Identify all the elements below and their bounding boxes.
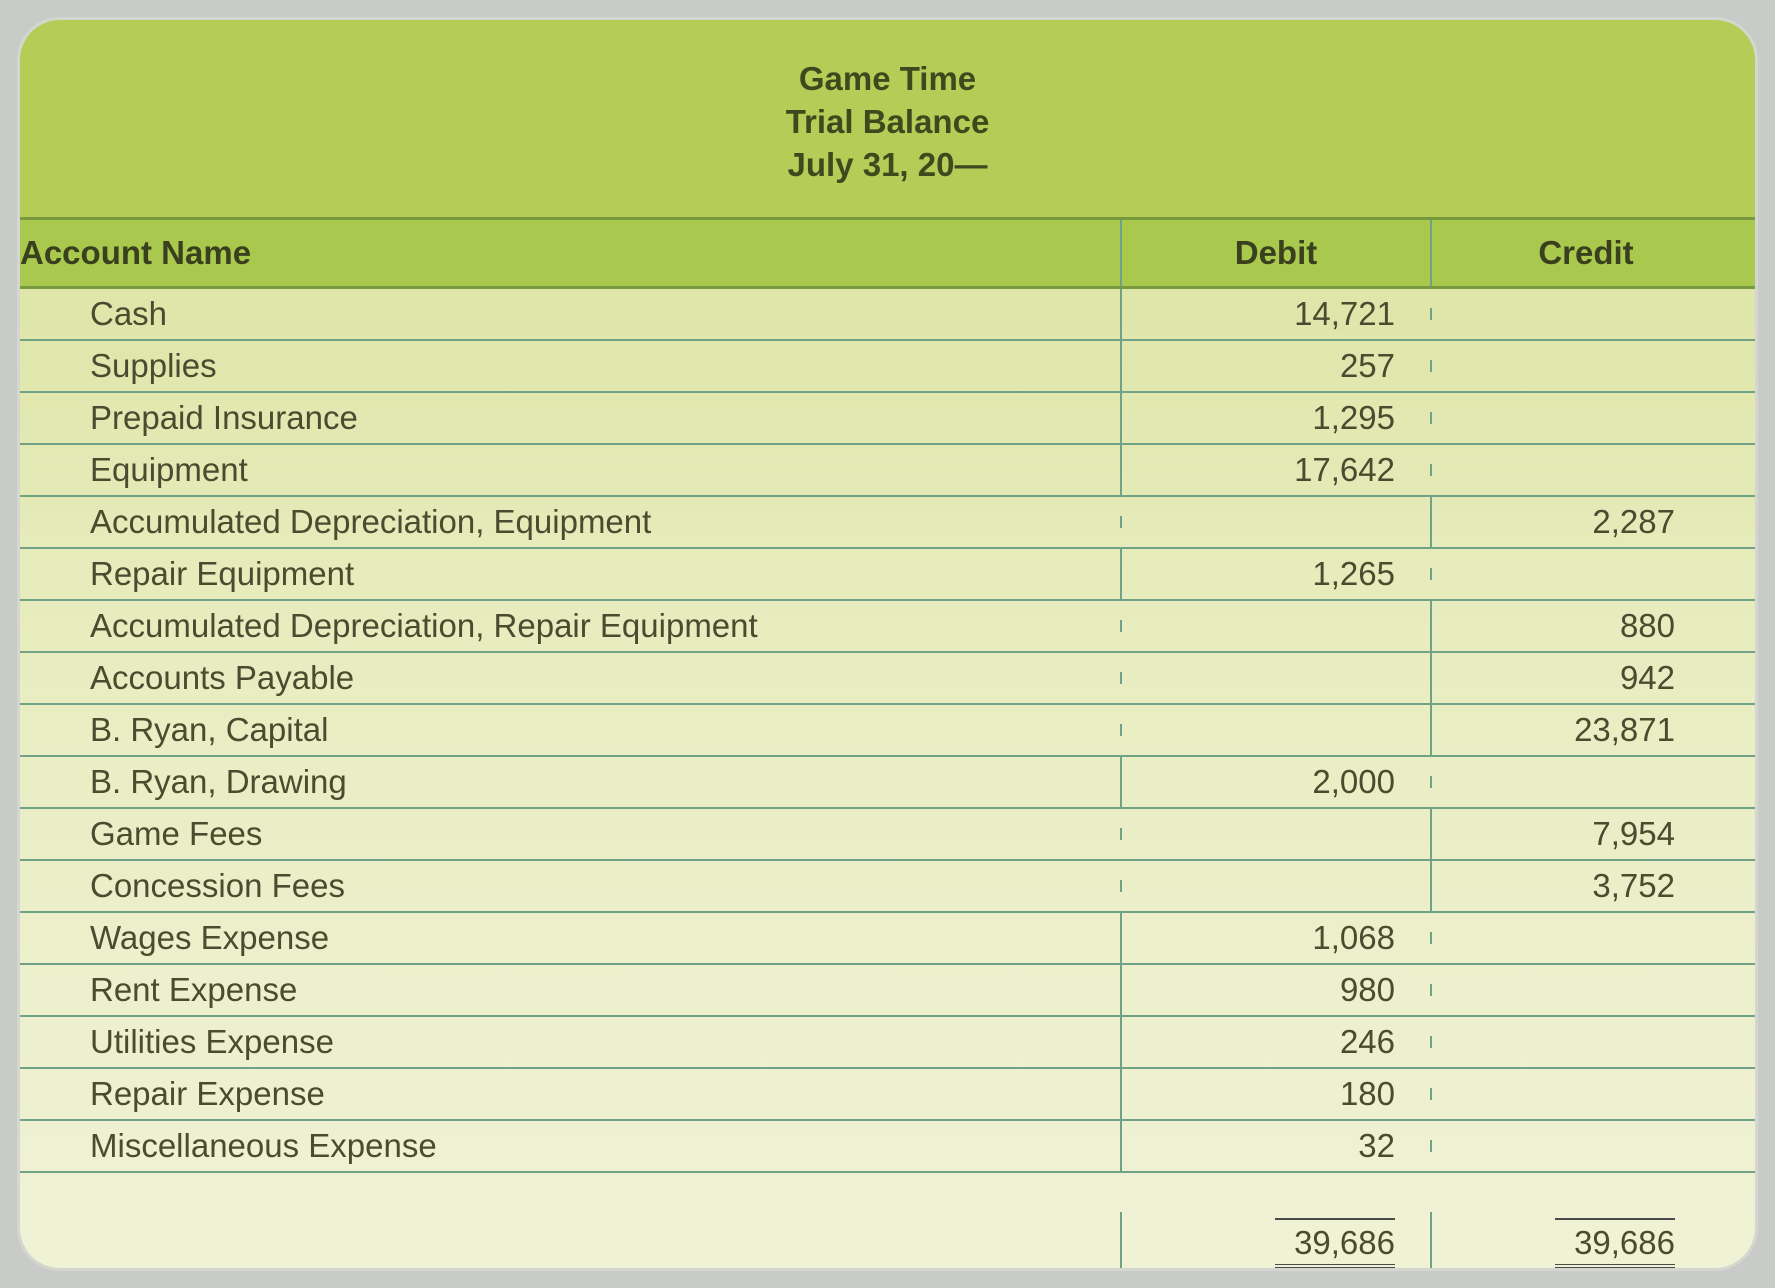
debit-cell: 257 (1120, 341, 1430, 391)
account-name-cell: Utilities Expense (20, 1017, 1120, 1067)
title-line-2: Trial Balance (20, 101, 1755, 144)
account-name-cell: Wages Expense (20, 913, 1120, 963)
credit-cell (1430, 1088, 1740, 1100)
title-block: Game Time Trial Balance July 31, 20— (20, 20, 1755, 217)
table-row: Supplies257 (20, 341, 1755, 393)
credit-cell: 3,752 (1430, 861, 1740, 911)
account-name-cell: Concession Fees (20, 861, 1120, 911)
table-row: Prepaid Insurance1,295 (20, 393, 1755, 445)
debit-cell: 32 (1120, 1121, 1430, 1171)
header-debit: Debit (1120, 220, 1430, 286)
totals-credit-cell: 39,686 (1430, 1212, 1740, 1268)
debit-cell: 14,721 (1120, 289, 1430, 339)
table-row: Game Fees 7,954 (20, 809, 1755, 861)
credit-cell (1430, 360, 1740, 372)
account-name-cell: Accounts Payable (20, 653, 1120, 703)
credit-cell (1430, 1140, 1740, 1152)
table-row: Repair Equipment1,265 (20, 549, 1755, 601)
table-row: Repair Expense180 (20, 1069, 1755, 1121)
account-name-cell: Accumulated Depreciation, Repair Equipme… (20, 601, 1120, 651)
debit-cell: 1,265 (1120, 549, 1430, 599)
totals-row: 39,686 39,686 (20, 1212, 1755, 1268)
credit-cell (1430, 776, 1740, 788)
debit-cell: 1,295 (1120, 393, 1430, 443)
totals-label (20, 1212, 1120, 1224)
credit-cell (1430, 932, 1740, 944)
table-row: B. Ryan, Capital 23,871 (20, 705, 1755, 757)
credit-cell: 7,954 (1430, 809, 1740, 859)
debit-cell: 246 (1120, 1017, 1430, 1067)
account-name-cell: Miscellaneous Expense (20, 1121, 1120, 1171)
account-name-cell: B. Ryan, Drawing (20, 757, 1120, 807)
credit-cell: 942 (1430, 653, 1740, 703)
credit-cell (1430, 568, 1740, 580)
debit-cell: 1,068 (1120, 913, 1430, 963)
table-row: Concession Fees 3,752 (20, 861, 1755, 913)
account-name-cell: Accumulated Depreciation, Equipment (20, 497, 1120, 547)
table-row: Accumulated Depreciation, Equipment 2,287 (20, 497, 1755, 549)
debit-cell: 980 (1120, 965, 1430, 1015)
table-row: Wages Expense1,068 (20, 913, 1755, 965)
account-name-cell: Prepaid Insurance (20, 393, 1120, 443)
account-name-cell: B. Ryan, Capital (20, 705, 1120, 755)
debit-cell (1120, 724, 1430, 736)
credit-cell (1430, 984, 1740, 996)
title-line-1: Game Time (20, 58, 1755, 101)
totals-debit: 39,686 (1275, 1218, 1395, 1268)
credit-cell (1430, 308, 1740, 320)
trial-balance-card: Game Time Trial Balance July 31, 20— Acc… (20, 20, 1755, 1268)
credit-cell (1430, 412, 1740, 424)
account-name-cell: Cash (20, 289, 1120, 339)
table-row: Accumulated Depreciation, Repair Equipme… (20, 601, 1755, 653)
debit-cell (1120, 516, 1430, 528)
account-name-cell: Repair Expense (20, 1069, 1120, 1119)
account-name-cell: Supplies (20, 341, 1120, 391)
credit-cell (1430, 1036, 1740, 1048)
debit-cell (1120, 672, 1430, 684)
account-name-cell: Repair Equipment (20, 549, 1120, 599)
debit-cell (1120, 620, 1430, 632)
rows-container: Cash14,721Supplies257Prepaid Insurance1,… (20, 289, 1755, 1212)
credit-cell: 2,287 (1430, 497, 1740, 547)
credit-cell: 880 (1430, 601, 1740, 651)
debit-cell: 17,642 (1120, 445, 1430, 495)
header-account-name: Account Name (20, 220, 1120, 286)
table-row: Equipment17,642 (20, 445, 1755, 497)
table-row: Rent Expense980 (20, 965, 1755, 1017)
credit-cell: 23,871 (1430, 705, 1740, 755)
header-credit: Credit (1430, 220, 1740, 286)
table-row: Cash14,721 (20, 289, 1755, 341)
table-header: Account Name Debit Credit (20, 217, 1755, 289)
totals-debit-cell: 39,686 (1120, 1212, 1430, 1268)
debit-cell (1120, 828, 1430, 840)
credit-cell (1430, 464, 1740, 476)
table-row: Utilities Expense246 (20, 1017, 1755, 1069)
totals-credit: 39,686 (1555, 1218, 1675, 1268)
table-row: Accounts Payable 942 (20, 653, 1755, 705)
debit-cell: 180 (1120, 1069, 1430, 1119)
account-name-cell: Equipment (20, 445, 1120, 495)
account-name-cell: Rent Expense (20, 965, 1120, 1015)
debit-cell (1120, 880, 1430, 892)
debit-cell: 2,000 (1120, 757, 1430, 807)
account-name-cell: Game Fees (20, 809, 1120, 859)
table-row: Miscellaneous Expense32 (20, 1121, 1755, 1173)
table-row: B. Ryan, Drawing2,000 (20, 757, 1755, 809)
title-line-3: July 31, 20— (20, 144, 1755, 187)
